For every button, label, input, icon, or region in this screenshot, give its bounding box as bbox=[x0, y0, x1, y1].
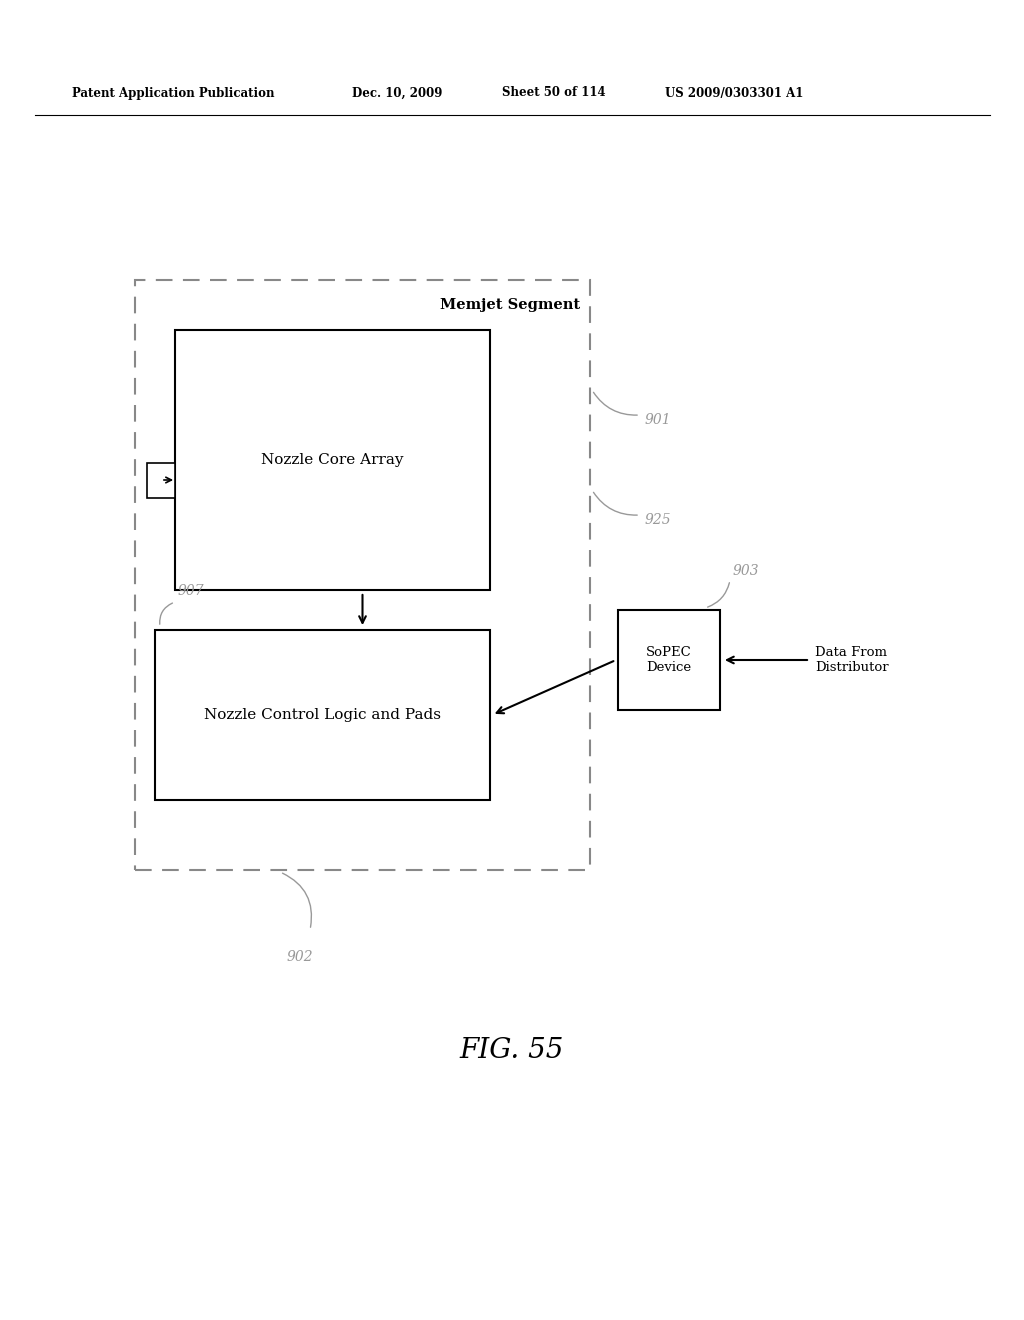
Text: 903: 903 bbox=[733, 564, 760, 578]
Text: US 2009/0303301 A1: US 2009/0303301 A1 bbox=[665, 87, 804, 99]
Bar bbox=[618, 610, 720, 710]
Text: Dec. 10, 2009: Dec. 10, 2009 bbox=[352, 87, 442, 99]
Bar bbox=[147, 462, 175, 498]
Text: 925: 925 bbox=[645, 513, 672, 527]
Text: SoPEC
Device: SoPEC Device bbox=[646, 645, 692, 675]
Bar bbox=[175, 330, 490, 590]
Bar bbox=[155, 630, 490, 800]
Text: 907: 907 bbox=[178, 583, 205, 598]
Text: Sheet 50 of 114: Sheet 50 of 114 bbox=[502, 87, 605, 99]
Text: Patent Application Publication: Patent Application Publication bbox=[72, 87, 274, 99]
Text: 902: 902 bbox=[287, 950, 313, 964]
Text: FIG. 55: FIG. 55 bbox=[460, 1036, 564, 1064]
Text: Nozzle Core Array: Nozzle Core Array bbox=[261, 453, 403, 467]
Text: Memjet Segment: Memjet Segment bbox=[440, 298, 580, 312]
Text: Data From
Distributor: Data From Distributor bbox=[815, 645, 889, 675]
Text: 901: 901 bbox=[645, 413, 672, 426]
Bar bbox=[135, 280, 590, 870]
Text: Nozzle Control Logic and Pads: Nozzle Control Logic and Pads bbox=[204, 708, 441, 722]
